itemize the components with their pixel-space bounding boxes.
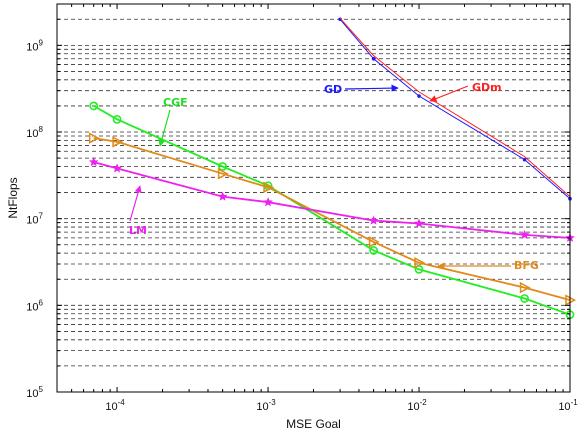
series-line-gd bbox=[339, 18, 571, 200]
annotations: GD GDm CGF BFG LM bbox=[129, 81, 539, 272]
annotation-arrow-lm bbox=[129, 185, 142, 222]
y-tick-label: 106 bbox=[26, 298, 43, 313]
data-point-gd bbox=[417, 94, 421, 98]
series-gdm bbox=[339, 17, 571, 197]
grid-lines bbox=[57, 3, 570, 393]
data-point-lm bbox=[217, 191, 228, 201]
tick-label-exponent: 9 bbox=[39, 38, 44, 47]
data-point-lm bbox=[88, 157, 99, 167]
annotation-cgf: CGF bbox=[163, 96, 188, 109]
series-gd bbox=[338, 17, 572, 201]
tick-label-base: 10 bbox=[26, 301, 38, 313]
annotation-bfg: BFG bbox=[514, 259, 539, 272]
series-line-bfg bbox=[93, 137, 571, 301]
data-point-cgf bbox=[89, 101, 99, 111]
series-line-lm bbox=[93, 161, 571, 239]
data-point-cgf bbox=[218, 162, 228, 171]
data-point-bfg bbox=[414, 257, 426, 269]
tick-label-base: 10 bbox=[26, 215, 38, 227]
tick-label-base: 10 bbox=[256, 401, 268, 413]
tick-label-exponent: 8 bbox=[39, 125, 44, 134]
x-tick-label: 10-3 bbox=[256, 398, 276, 413]
y-tick-label: 109 bbox=[26, 38, 43, 53]
annotation-arrow-gdm bbox=[429, 85, 469, 102]
x-axis-label: MSE Goal bbox=[286, 417, 341, 431]
data-point-cgf bbox=[112, 114, 122, 124]
plot-frame bbox=[56, 3, 571, 393]
annotation-gd: GD bbox=[324, 83, 342, 96]
tick-label-exponent: -1 bbox=[571, 398, 579, 407]
x-tick-label: 10-4 bbox=[105, 398, 125, 413]
tick-label-base: 10 bbox=[26, 41, 38, 53]
data-point-bfg bbox=[217, 167, 229, 180]
data-point-cgf bbox=[520, 294, 529, 303]
annotation-arrow-gd bbox=[344, 84, 399, 92]
tick-label-base: 10 bbox=[26, 128, 38, 140]
series-lm bbox=[88, 157, 575, 242]
data-point-gd bbox=[338, 17, 342, 22]
data-point-bfg bbox=[263, 181, 275, 194]
data-point-lm bbox=[368, 215, 379, 225]
tick-label-exponent: -4 bbox=[118, 398, 126, 407]
tick-label-base: 10 bbox=[105, 401, 117, 413]
annotation-arrow-cgf bbox=[158, 109, 171, 147]
data-point-cgf bbox=[369, 246, 378, 255]
tick-label-exponent: -3 bbox=[269, 398, 277, 407]
annotation-lm: LM bbox=[129, 224, 147, 237]
annotation-gdm: GDm bbox=[472, 81, 502, 94]
series-layer bbox=[88, 17, 577, 320]
data-point-lm bbox=[263, 197, 273, 207]
data-point-lm bbox=[112, 163, 122, 173]
y-tick-label: 105 bbox=[26, 385, 43, 400]
tick-label-base: 10 bbox=[407, 401, 419, 413]
tick-label-exponent: 7 bbox=[39, 212, 44, 221]
tick-label-exponent: -2 bbox=[420, 398, 428, 407]
tick-label-base: 10 bbox=[558, 401, 570, 413]
tick-label-exponent: 6 bbox=[39, 298, 44, 307]
series-line-gdm bbox=[339, 17, 571, 197]
tick-label-base: 10 bbox=[26, 388, 38, 400]
y-axis-label: NtFlops bbox=[6, 177, 20, 218]
data-point-lm bbox=[414, 218, 424, 228]
x-tick-label: 10-2 bbox=[407, 398, 427, 413]
data-point-bfg bbox=[519, 281, 531, 294]
y-tick-label: 107 bbox=[26, 212, 43, 227]
data-point-gd bbox=[371, 56, 376, 61]
data-point-gd bbox=[522, 157, 527, 162]
x-tick-label: 10-1 bbox=[558, 398, 578, 413]
data-point-bfg bbox=[112, 136, 124, 148]
y-tick-label: 108 bbox=[26, 125, 43, 140]
data-point-lm bbox=[519, 229, 530, 239]
data-point-bfg bbox=[368, 236, 380, 248]
series-line-cgf bbox=[93, 105, 571, 316]
tick-label-exponent: 5 bbox=[39, 385, 44, 394]
data-point-bfg bbox=[88, 132, 100, 144]
